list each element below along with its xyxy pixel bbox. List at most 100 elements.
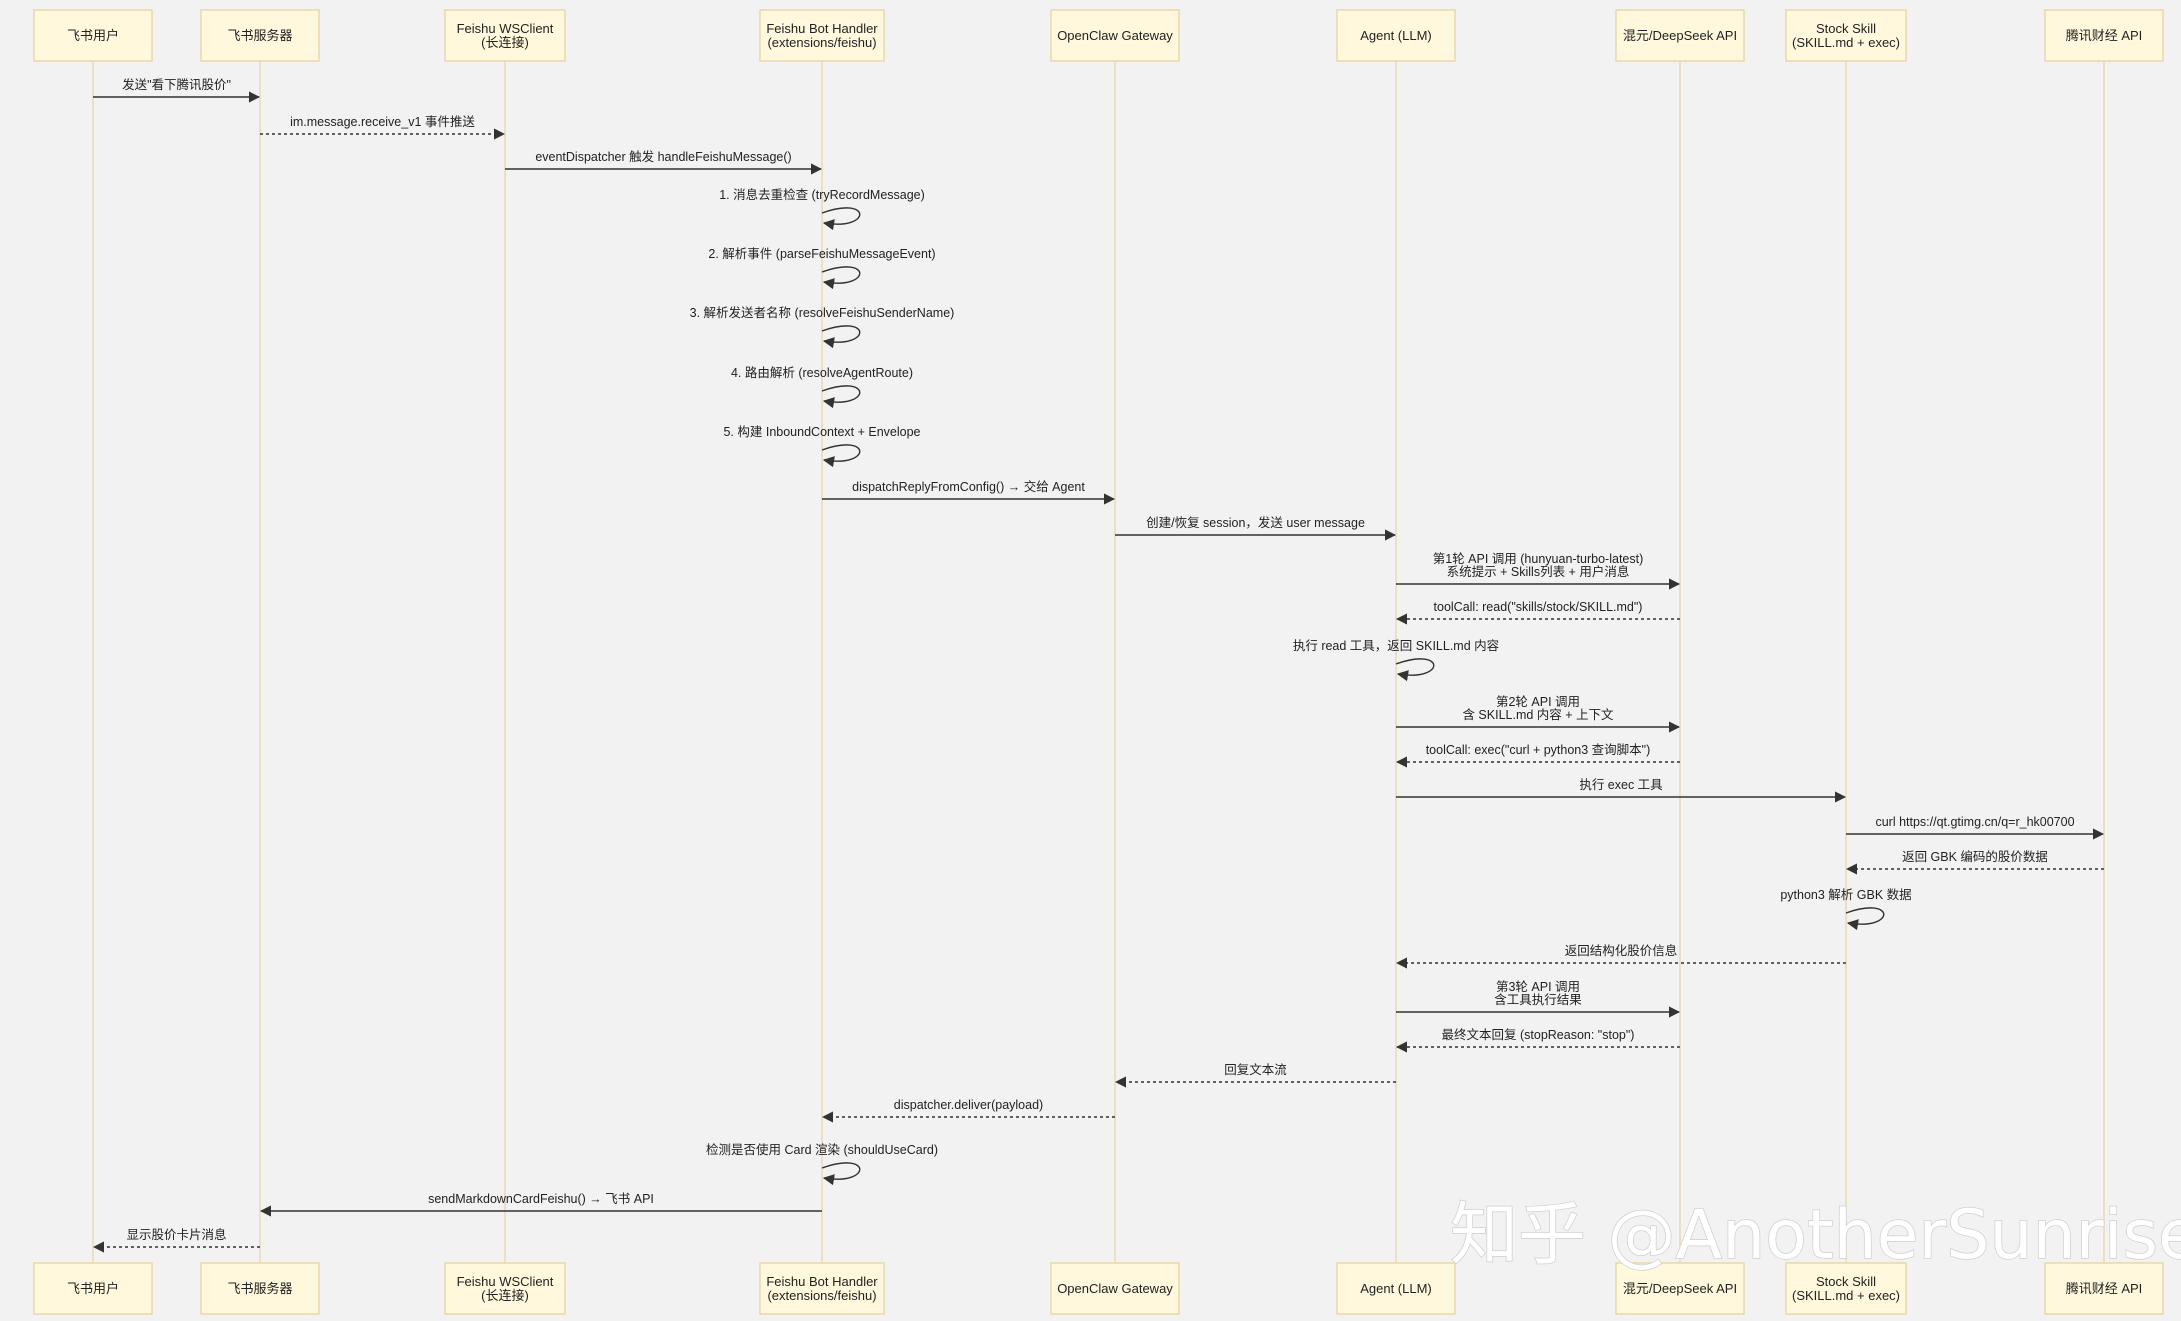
message-label: dispatcher.deliver(payload) <box>894 1098 1043 1112</box>
message-label: 第1轮 API 调用 (hunyuan-turbo-latest) <box>1433 552 1644 566</box>
actor-label: 腾讯财经 API <box>2066 28 2143 43</box>
actor-box <box>1615 9 1745 62</box>
actor-bot-top: Feishu Bot Handler(extensions/feishu) <box>759 9 885 62</box>
message-label: 含 SKILL.md 内容 + 上下文 <box>1462 707 1614 722</box>
message-25: 检测是否使用 Card 渲染 (shouldUseCard) <box>706 1142 938 1186</box>
actor-box <box>444 1262 566 1315</box>
message-11: 第1轮 API 调用 (hunyuan-turbo-latest)系统提示 + … <box>1396 552 1681 590</box>
message-22: 最终文本回复 (stopReason: "stop") <box>1395 1027 1680 1053</box>
actor-box <box>1615 1262 1745 1315</box>
message-label: 回复文本流 <box>1224 1062 1287 1077</box>
actor-gw-bottom: OpenClaw Gateway <box>1050 1262 1180 1315</box>
message-13: 执行 read 工具，返回 SKILL.md 内容 <box>1293 638 1499 682</box>
message-label: 5. 构建 InboundContext + Envelope <box>723 424 920 439</box>
actor-label: 飞书服务器 <box>227 28 292 43</box>
message-label: 系统提示 + Skills列表 + 用户消息 <box>1447 564 1630 579</box>
message-19: python3 解析 GBK 数据 <box>1780 887 1912 931</box>
actor-box <box>2044 1262 2164 1315</box>
actor-label: Stock Skill <box>1816 1274 1876 1289</box>
message-label: im.message.receive_v1 事件推送 <box>290 114 475 129</box>
actor-label: OpenClaw Gateway <box>1057 28 1173 43</box>
message-arrow <box>821 1162 861 1186</box>
message-label: 3. 解析发送者名称 (resolveFeishuSenderName) <box>690 305 955 320</box>
message-label: curl https://qt.gtimg.cn/q=r_hk00700 <box>1875 815 2074 829</box>
actor-label: (长连接) <box>481 35 529 50</box>
actor-agent-top: Agent (LLM) <box>1336 9 1456 62</box>
actor-stockapi-top: 腾讯财经 API <box>2044 9 2164 62</box>
actor-box <box>1336 9 1456 62</box>
message-label: dispatchReplyFromConfig() → 交给 Agent <box>852 479 1085 494</box>
actor-label: Agent (LLM) <box>1360 1281 1432 1296</box>
message-2: im.message.receive_v1 事件推送 <box>260 114 506 140</box>
message-3: eventDispatcher 触发 handleFeishuMessage() <box>505 149 823 175</box>
message-15: toolCall: exec("curl + python3 查询脚本") <box>1395 742 1680 768</box>
message-label: 发送"看下腾讯股价" <box>122 77 231 92</box>
message-5: 2. 解析事件 (parseFeishuMessageEvent) <box>708 247 936 290</box>
message-24: dispatcher.deliver(payload) <box>821 1098 1115 1123</box>
actor-label: Feishu Bot Handler <box>766 1274 878 1289</box>
message-label: sendMarkdownCardFeishu() → 飞书 API <box>428 1192 654 1206</box>
actor-skill-top: Stock Skill(SKILL.md + exec) <box>1785 9 1907 62</box>
message-label: 2. 解析事件 (parseFeishuMessageEvent) <box>708 247 935 261</box>
actor-box <box>2044 9 2164 62</box>
message-label: 第2轮 API 调用 <box>1496 695 1580 709</box>
actor-llm-top: 混元/DeepSeek API <box>1615 9 1745 62</box>
actor-label: (extensions/feishu) <box>767 1288 876 1303</box>
message-arrow <box>1395 658 1435 682</box>
message-10: 创建/恢复 session，发送 user message <box>1115 515 1397 541</box>
message-label: 检测是否使用 Card 渲染 (shouldUseCard) <box>706 1142 938 1157</box>
message-label: python3 解析 GBK 数据 <box>1780 887 1911 902</box>
actor-box <box>1050 1262 1180 1315</box>
actor-label: 飞书用户 <box>67 28 119 43</box>
message-12: toolCall: read("skills/stock/SKILL.md") <box>1395 600 1680 625</box>
actor-label: (SKILL.md + exec) <box>1792 35 1900 50</box>
actor-label: (长连接) <box>481 1288 529 1303</box>
actor-agent-bottom: Agent (LLM) <box>1336 1262 1456 1315</box>
actor-box <box>1050 9 1180 62</box>
actor-label: Stock Skill <box>1816 21 1876 36</box>
message-label: 4. 路由解析 (resolveAgentRoute) <box>731 365 913 380</box>
message-label: 执行 exec 工具 <box>1579 778 1663 792</box>
message-18: 返回 GBK 编码的股价数据 <box>1845 849 2104 875</box>
watermark-text: 知乎 @AnotherSunrise <box>1450 1196 2181 1275</box>
actor-label: 混元/DeepSeek API <box>1623 1281 1737 1296</box>
message-label: 第3轮 API 调用 <box>1496 980 1580 994</box>
actor-box <box>33 9 153 62</box>
message-17: curl https://qt.gtimg.cn/q=r_hk00700 <box>1846 815 2105 840</box>
actor-box <box>1785 1262 1907 1315</box>
message-label: 执行 read 工具，返回 SKILL.md 内容 <box>1293 638 1499 653</box>
actor-box <box>759 9 885 62</box>
message-label: 含工具执行结果 <box>1494 992 1582 1007</box>
actor-llm-bottom: 混元/DeepSeek API <box>1615 1262 1745 1315</box>
message-14: 第2轮 API 调用含 SKILL.md 内容 + 上下文 <box>1396 695 1681 733</box>
actor-user-top: 飞书用户 <box>33 9 153 62</box>
message-label: 最终文本回复 (stopReason: "stop") <box>1442 1027 1635 1042</box>
message-20: 返回结构化股价信息 <box>1395 943 1846 969</box>
message-label: 返回结构化股价信息 <box>1565 943 1678 958</box>
message-label: 显示股价卡片消息 <box>126 1227 226 1242</box>
message-label: eventDispatcher 触发 handleFeishuMessage() <box>535 149 791 164</box>
actor-box <box>200 1262 320 1315</box>
actor-bot-bottom: Feishu Bot Handler(extensions/feishu) <box>759 1262 885 1315</box>
actor-ws-top: Feishu WSClient(长连接) <box>444 9 566 62</box>
message-label: toolCall: read("skills/stock/SKILL.md") <box>1434 600 1643 614</box>
actor-stockapi-bottom: 腾讯财经 API <box>2044 1262 2164 1315</box>
message-4: 1. 消息去重检查 (tryRecordMessage) <box>719 187 925 231</box>
actor-server-top: 飞书服务器 <box>200 9 320 62</box>
actor-box <box>200 9 320 62</box>
message-arrow <box>821 444 861 468</box>
actor-label: Feishu Bot Handler <box>766 21 878 36</box>
actor-skill-bottom: Stock Skill(SKILL.md + exec) <box>1785 1262 1907 1315</box>
message-27: 显示股价卡片消息 <box>92 1227 260 1253</box>
actor-label: Agent (LLM) <box>1360 28 1432 43</box>
actor-label: Feishu WSClient <box>457 1274 554 1289</box>
actor-user-bottom: 飞书用户 <box>33 1262 153 1315</box>
message-label: 创建/恢复 session，发送 user message <box>1146 515 1365 530</box>
actor-box <box>444 9 566 62</box>
message-label: 返回 GBK 编码的股价数据 <box>1902 849 2048 864</box>
actor-label: 腾讯财经 API <box>2066 1281 2143 1296</box>
actor-gw-top: OpenClaw Gateway <box>1050 9 1180 62</box>
